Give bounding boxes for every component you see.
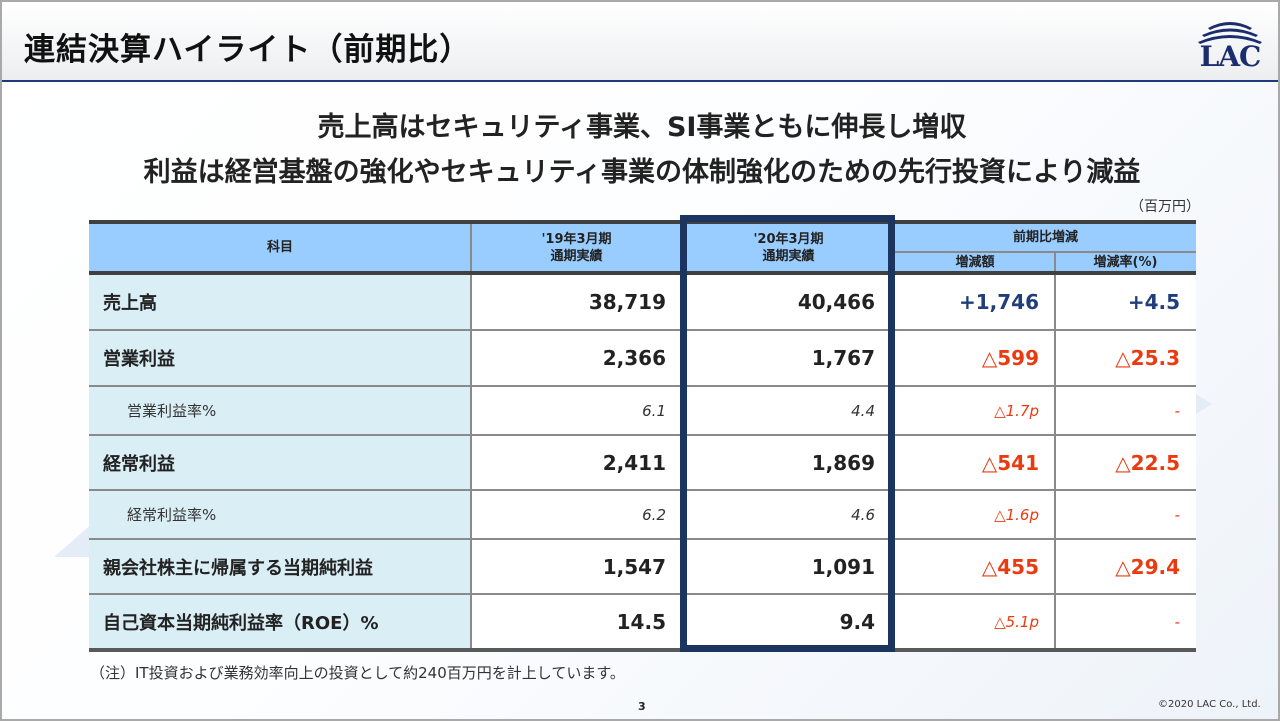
row-divider	[89, 593, 1196, 595]
header-change-amount: 増減額	[895, 253, 1055, 271]
change-rate: -	[1055, 595, 1196, 648]
header-fy20: '20年3月期 通期実績	[682, 224, 895, 271]
table-row: 営業利益 2,366 1,767 △599 △25.3	[89, 331, 1196, 385]
unit-label: （百万円）	[1130, 199, 1200, 215]
decorative-arrow-right	[1196, 394, 1212, 414]
change-rate: △22.5	[1055, 436, 1196, 489]
fy20-value: 1,091	[682, 540, 895, 593]
header-yoy-group: 前期比増減	[895, 224, 1196, 251]
footnote: （注）IT投資および業務効率向上の投資として約240百万円を計上しています。	[90, 664, 625, 682]
table-row-sub: 営業利益率% 6.1 4.4 △1.7p -	[89, 387, 1196, 434]
row-divider	[89, 538, 1196, 540]
change-rate: -	[1055, 491, 1196, 538]
headline-line-1: 売上高はセキュリティ事業、SI事業ともに伸長し増収	[317, 112, 967, 143]
change-rate: -	[1055, 387, 1196, 434]
change-amount: △5.1p	[895, 595, 1055, 648]
row-label: 親会社株主に帰属する当期純利益	[89, 540, 471, 593]
fy19-value: 1,547	[471, 540, 682, 593]
change-rate: +4.5	[1055, 275, 1196, 329]
table-bottom-rule	[89, 648, 1196, 652]
change-amount: △599	[895, 331, 1055, 385]
change-amount: △1.6p	[895, 491, 1055, 538]
fy20-value: 1,869	[682, 436, 895, 489]
row-divider	[89, 385, 1196, 387]
row-divider	[89, 329, 1196, 331]
header-divider	[895, 251, 1196, 253]
table-row: 自己資本当期純利益率（ROE）% 14.5 9.4 △5.1p -	[89, 595, 1196, 648]
fy20-value: 1,767	[682, 331, 895, 385]
fy19-value: 2,411	[471, 436, 682, 489]
header-fy19-period: '19年3月期	[541, 231, 612, 247]
column-divider	[1054, 253, 1056, 271]
column-divider	[1054, 275, 1056, 648]
fy20-value: 4.4	[682, 387, 895, 434]
header-fy20-type: 通期実績	[762, 248, 815, 264]
fy20-value: 4.6	[682, 491, 895, 538]
header-fy19: '19年3月期 通期実績	[471, 224, 682, 271]
table-row: 売上高 38,719 40,466 +1,746 +4.5	[89, 275, 1196, 329]
row-label: 経常利益	[89, 436, 471, 489]
change-amount: △1.7p	[895, 387, 1055, 434]
row-label: 売上高	[89, 275, 471, 329]
fy20-value: 40,466	[682, 275, 895, 329]
change-amount: △541	[895, 436, 1055, 489]
column-divider	[470, 275, 472, 648]
table-header: 科目 '19年3月期 通期実績 '20年3月期 通期実績 前期比増減 増減額 増…	[89, 220, 1196, 275]
page-number: 3	[638, 700, 646, 713]
header-change-rate: 増減率(%)	[1055, 253, 1196, 271]
header-item-label: 科目	[266, 240, 293, 255]
row-label: 自己資本当期純利益率（ROE）%	[89, 595, 471, 648]
decorative-triangle-left	[54, 522, 94, 557]
header-item: 科目	[89, 224, 471, 271]
header-fy19-type: 通期実績	[550, 248, 603, 264]
change-amount: +1,746	[895, 275, 1055, 329]
page-title: 連結決算ハイライト（前期比）	[24, 32, 472, 68]
table-row: 経常利益 2,411 1,869 △541 △22.5	[89, 436, 1196, 489]
change-rate: △29.4	[1055, 540, 1196, 593]
change-amount: △455	[895, 540, 1055, 593]
row-label: 経常利益率%	[89, 491, 471, 538]
lac-logo: LAC	[1190, 18, 1270, 74]
fy19-value: 6.2	[471, 491, 682, 538]
header-change-rate-label: 増減率(%)	[1093, 254, 1158, 270]
table-row-sub: 経常利益率% 6.2 4.6 △1.6p -	[89, 491, 1196, 538]
row-label: 営業利益	[89, 331, 471, 385]
header-yoy-group-label: 前期比増減	[1012, 230, 1078, 245]
header-fy20-period: '20年3月期	[753, 231, 824, 247]
fy19-value: 2,366	[471, 331, 682, 385]
copyright: ©2020 LAC Co., Ltd.	[1158, 699, 1261, 710]
row-label: 営業利益率%	[89, 387, 471, 434]
row-divider	[89, 434, 1196, 436]
fy19-value: 38,719	[471, 275, 682, 329]
fy20-value: 9.4	[682, 595, 895, 648]
fy19-value: 6.1	[471, 387, 682, 434]
slide-header: 連結決算ハイライト（前期比） LAC	[2, 2, 1278, 82]
dome-arc-icon	[1198, 22, 1262, 44]
headline-line-2: 利益は経営基盤の強化やセキュリティ事業の体制強化のための先行投資により減益	[143, 157, 1141, 188]
header-change-amount-label: 増減額	[955, 254, 995, 270]
logo-text: LAC	[1199, 40, 1262, 73]
fy19-value: 14.5	[471, 595, 682, 648]
table-row: 親会社株主に帰属する当期純利益 1,547 1,091 △455 △29.4	[89, 540, 1196, 593]
column-divider	[470, 224, 472, 271]
row-divider	[89, 489, 1196, 491]
change-rate: △25.3	[1055, 331, 1196, 385]
